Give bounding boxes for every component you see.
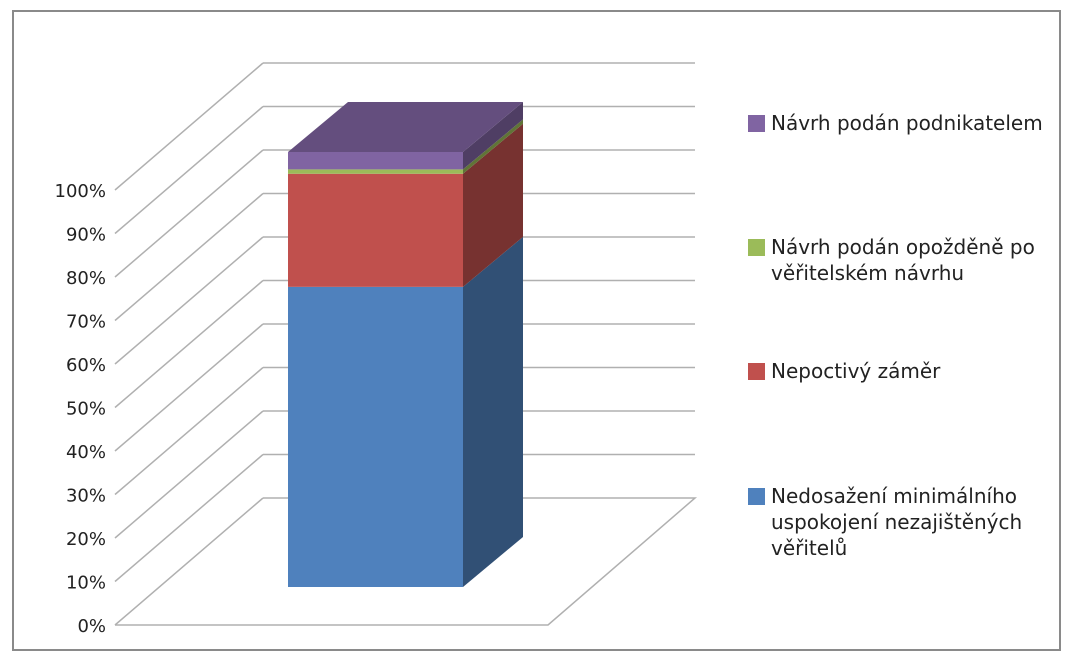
y-tick-label: 40%	[66, 442, 106, 463]
y-tick-label: 90%	[66, 225, 106, 246]
bar-segment-side	[463, 236, 523, 587]
chart-frame	[12, 10, 1061, 651]
bar-segment	[288, 152, 463, 170]
bar-segment	[288, 169, 463, 174]
y-tick-label: 70%	[66, 312, 106, 333]
legend-swatch	[748, 115, 765, 132]
legend-label: Návrh podán podnikatelem	[771, 111, 1043, 135]
legend-label: Návrh podán opožděně po věřitelském návr…	[771, 235, 1035, 285]
gridline-side	[114, 62, 264, 191]
legend-item-minimum-satisfaction-not-met: Nedosažení minimálního uspokojení nezaji…	[748, 483, 1061, 561]
bar-top-face	[288, 102, 523, 152]
y-tick-label: 100%	[55, 181, 106, 202]
y-tick-label: 80%	[66, 268, 106, 289]
y-axis-ticks: 0% 10% 20% 30% 40% 50% 60% 70% 80% 90% 100%	[55, 181, 106, 637]
legend-item-proposal-by-entrepreneur: Návrh podán podnikatelem	[748, 110, 1061, 136]
bar-segment-side	[463, 119, 523, 174]
gridline-side	[114, 279, 264, 409]
y-tick-label: 30%	[66, 486, 106, 507]
bar-segment	[288, 173, 463, 287]
legend-swatch	[748, 239, 765, 256]
bar-segment-side	[463, 123, 523, 287]
gridline-side	[114, 366, 264, 496]
gridline-side	[114, 149, 264, 278]
y-tick-label: 20%	[66, 529, 106, 550]
legend-label: Nedosažení minimálního uspokojení nezaji…	[771, 484, 1023, 560]
y-tick-label: 10%	[66, 573, 106, 594]
gridline-side	[114, 236, 264, 365]
legend-item-dishonest-intent: Nepoctivý záměr	[748, 358, 1061, 384]
gridline-side	[114, 497, 264, 626]
legend-item-late-proposal: Návrh podán opožděně po věřitelském návr…	[748, 234, 1061, 286]
y-tick-label: 0%	[77, 616, 106, 637]
legend-swatch	[748, 363, 765, 380]
y-tick-label: 60%	[66, 355, 106, 376]
legend-label: Nepoctivý záměr	[771, 359, 941, 383]
legend-swatch	[748, 488, 765, 505]
bar-segment	[288, 286, 463, 587]
gridline-side	[114, 105, 264, 235]
gridline-side	[114, 453, 264, 583]
y-tick-label: 50%	[66, 399, 106, 420]
gridline-side	[114, 192, 264, 322]
gridline-side	[114, 323, 264, 452]
gridline-side	[114, 410, 264, 539]
chart-bars	[288, 102, 523, 587]
bar-segment-side	[463, 102, 523, 170]
